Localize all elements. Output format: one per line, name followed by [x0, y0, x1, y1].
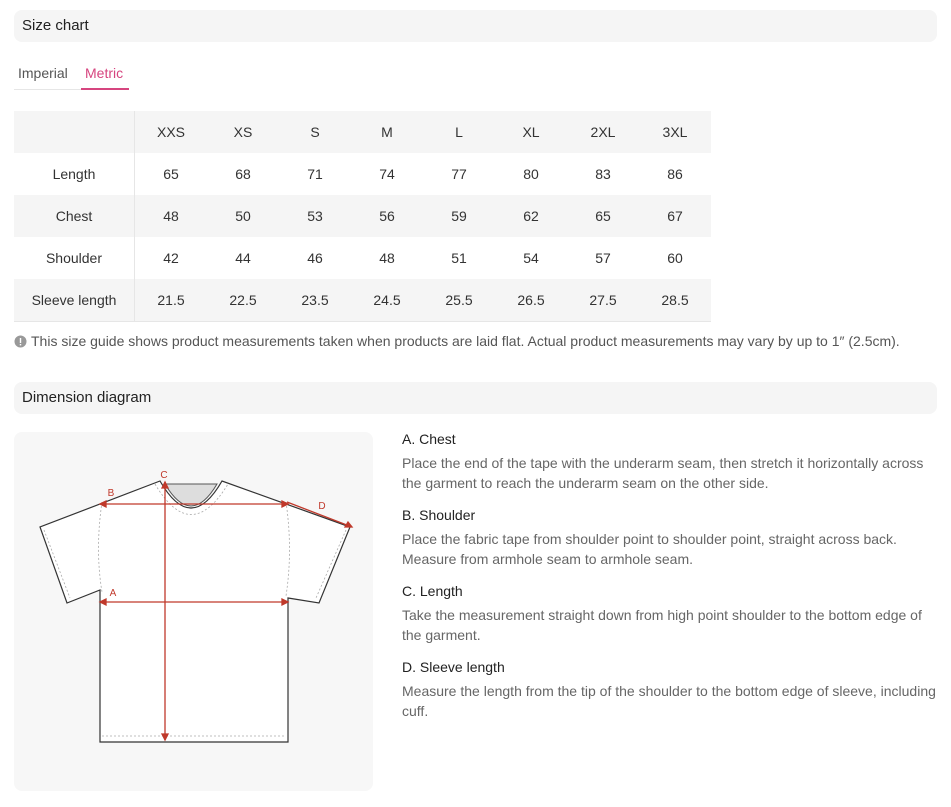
column-header: XXS	[156, 124, 185, 140]
cell: 77	[451, 166, 467, 182]
cell: 50	[235, 208, 251, 224]
description-item: D. Sleeve length Measure the length from …	[402, 657, 937, 721]
tab[interactable]: Imperial	[18, 65, 68, 81]
dim-label: D	[318, 501, 325, 512]
tab-underline	[81, 88, 129, 90]
cell: 23.5	[279, 279, 351, 322]
table-row: Length 65 68 71 74 77 80 83 86	[14, 153, 711, 195]
cell: 48	[163, 208, 179, 224]
description-item: B. Shoulder Place the fabric tape from sh…	[402, 505, 937, 569]
cell: 42	[163, 250, 179, 266]
corner-cell	[14, 111, 135, 153]
dim-label: C	[160, 470, 167, 481]
table-row: Sleeve length 21.5 22.5 23.5 24.5 25.5 26.5 27.…	[14, 279, 711, 322]
description-title: C. Length	[402, 583, 463, 599]
tab-divider	[14, 89, 129, 90]
cell: 53	[307, 208, 323, 224]
section-title: Size chart	[14, 10, 937, 42]
cell: 56	[379, 208, 395, 224]
cell: 25.5	[423, 279, 495, 322]
size-table: XXS XS S M L XL 2XL 3XL Length 65 68 71 74 77 80 83 86 Ch…	[14, 111, 711, 322]
column-header: L	[455, 124, 463, 140]
table-row: Chest 48 50 53 56 59 62 65 67	[14, 195, 711, 237]
column-header: S	[310, 124, 320, 140]
row-label: Length	[14, 153, 135, 195]
cell: 83	[595, 166, 611, 182]
tab-active[interactable]: Metric	[85, 65, 124, 81]
cell: 62	[523, 208, 539, 224]
column-header: XL	[522, 124, 540, 140]
cell: 67	[667, 208, 683, 224]
description-item: A. Chest Place the end of the tape with t…	[402, 429, 937, 493]
description-text: Take the measurement straight down from …	[402, 607, 922, 643]
cell: 26.5	[495, 279, 567, 322]
cell: 65	[595, 208, 611, 224]
cell: 22.5	[207, 279, 279, 322]
table-row: Shoulder 42 44 46 48 51 54 57 60	[14, 237, 711, 279]
cell: 65	[163, 166, 179, 182]
cell: 71	[307, 166, 323, 182]
cell: 28.5	[639, 279, 711, 322]
cell: 46	[307, 250, 323, 266]
section-title: Dimension diagram	[14, 382, 937, 414]
description-title: A. Chest	[402, 431, 456, 447]
tshirt-diagram: A B C D	[39, 470, 354, 743]
row-label: Shoulder	[14, 237, 135, 279]
cell: 54	[523, 250, 539, 266]
row-label: Chest	[14, 195, 135, 237]
cell: 60	[667, 250, 683, 266]
cell: 51	[451, 250, 467, 266]
cell: 80	[523, 166, 539, 182]
note-text: This size guide shows product measuremen…	[31, 333, 900, 349]
description-text: Place the end of the tape with the under…	[402, 455, 924, 491]
row-label: Sleeve length	[14, 279, 135, 322]
cell: 44	[235, 250, 251, 266]
description-title: B. Shoulder	[402, 507, 476, 523]
column-header: M	[381, 124, 393, 140]
cell: 74	[379, 166, 395, 182]
dim-label: A	[110, 588, 117, 599]
description-item: C. Length Take the measurement straight d…	[402, 581, 937, 645]
description-text: Measure the length from the tip of the s…	[402, 683, 936, 719]
dim-label: B	[108, 488, 115, 499]
cell: 86	[667, 166, 683, 182]
column-header: 3XL	[662, 124, 688, 140]
cell: 57	[595, 250, 611, 266]
info-icon	[14, 335, 27, 348]
cell: 48	[379, 250, 395, 266]
diagram-box: A B C D	[14, 432, 373, 791]
note: This size guide shows product measuremen…	[14, 332, 900, 350]
description-text: Place the fabric tape from shoulder poin…	[402, 531, 897, 567]
cell: 27.5	[567, 279, 639, 322]
description-title: D. Sleeve length	[402, 659, 505, 675]
cell: 21.5	[134, 279, 207, 322]
cell: 24.5	[351, 279, 423, 322]
column-header: XS	[233, 124, 253, 140]
header-row: XXS XS S M L XL 2XL 3XL	[14, 111, 711, 153]
cell: 59	[451, 208, 467, 224]
cell: 68	[235, 166, 251, 182]
column-header: 2XL	[590, 124, 616, 140]
